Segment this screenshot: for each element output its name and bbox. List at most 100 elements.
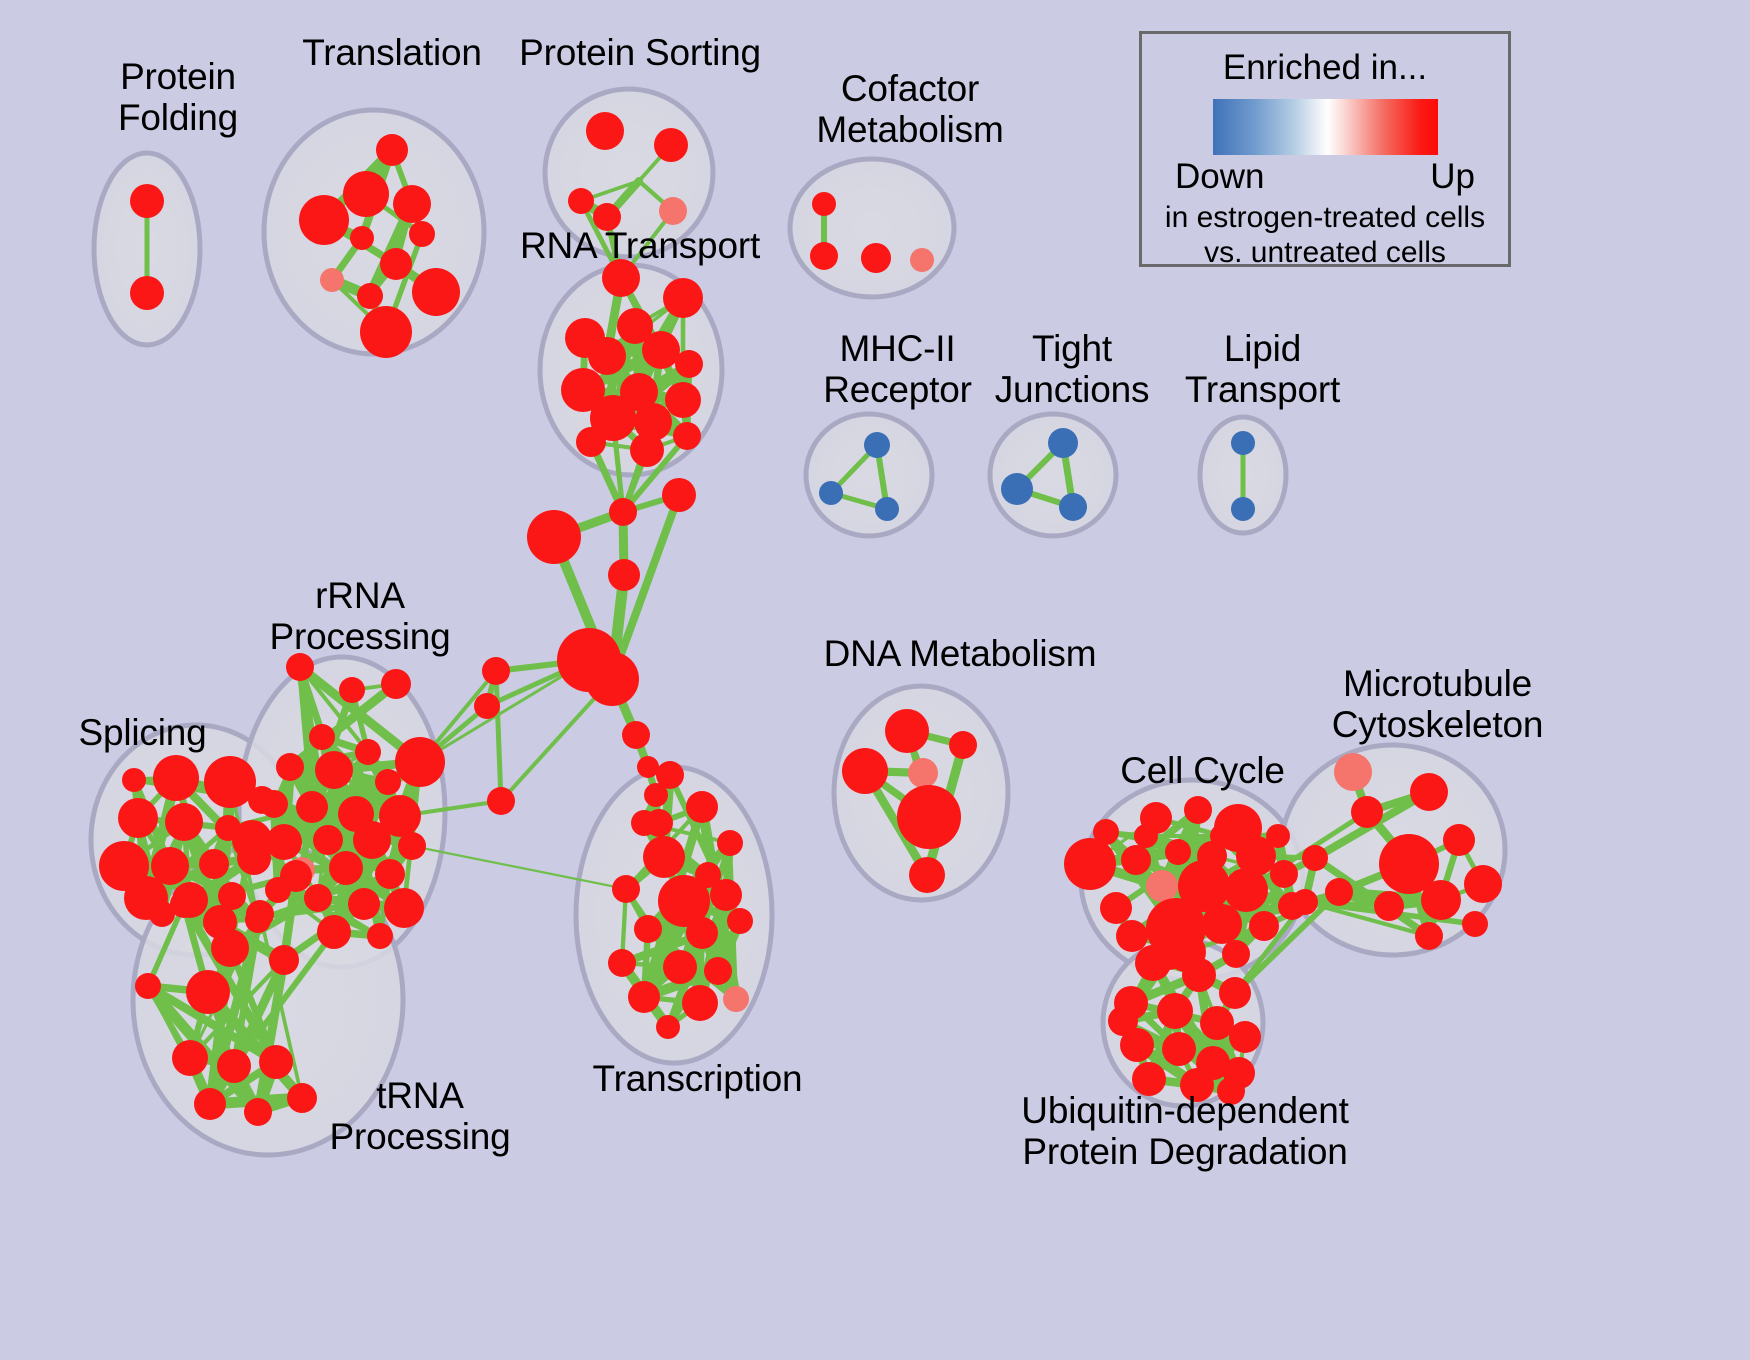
network-node-rrna-processing	[313, 825, 343, 855]
cluster-label-dna-metabolism: DNA Metabolism	[823, 633, 1097, 674]
network-node-tight-junctions	[1001, 473, 1033, 505]
network-edge	[145, 901, 187, 989]
network-node-rna-transport	[665, 382, 701, 418]
network-node-transcription	[634, 915, 662, 943]
network-node-rrna-processing	[315, 751, 353, 789]
network-edge	[1232, 889, 1342, 996]
network-node-protein-sorting	[568, 188, 594, 214]
network-edge	[620, 433, 690, 515]
network-edge	[187, 957, 287, 1061]
network-node-splicing	[153, 755, 199, 801]
network-node-rrna-processing	[384, 888, 424, 928]
network-node-protein-folding	[130, 276, 164, 310]
network-node-translation	[380, 248, 412, 280]
network-node-trna-processing	[194, 1088, 226, 1120]
network-node-transcription	[612, 875, 640, 903]
network-node-microtubule-cytoskeleton	[1302, 845, 1328, 871]
network-edge	[499, 677, 614, 803]
network-node-transcription	[717, 830, 743, 856]
network-node-transcription	[727, 908, 753, 934]
network-edge	[618, 917, 744, 967]
network-node	[527, 510, 581, 564]
network-node-rna-transport	[602, 259, 640, 297]
network-node-rrna-processing	[339, 677, 365, 703]
network-node-translation	[409, 221, 435, 247]
network-node-splicing	[118, 798, 158, 838]
network-node-ubiquitin-protein-degradation	[1154, 940, 1184, 970]
network-node-cell-cycle	[1121, 845, 1151, 875]
network-node-transcription	[631, 810, 657, 836]
network-node-splicing	[165, 803, 203, 841]
cluster-label-trna-processing: tRNA Processing	[329, 1075, 511, 1158]
cluster-label-ubiquitin-protein-degradation: Ubiquitin-dependent Protein Degradation	[1021, 1090, 1349, 1173]
network-node-microtubule-cytoskeleton	[1421, 880, 1461, 920]
network-node	[637, 756, 659, 778]
network-node-dna-metabolism	[949, 731, 977, 759]
network-node-cofactor-metabolism	[810, 242, 838, 270]
network-node-cell-cycle	[1165, 839, 1191, 865]
network-node-rna-transport	[642, 331, 680, 369]
network-node-microtubule-cytoskeleton	[1325, 878, 1353, 906]
network-node-rrna-processing	[260, 790, 288, 818]
network-node-translation	[360, 306, 412, 358]
network-node	[662, 478, 696, 512]
legend-caption-line1: in estrogen-treated cells	[1164, 201, 1486, 234]
network-node-translation	[299, 195, 349, 245]
cluster-label-mhc-ii-receptor: MHC-II Receptor	[823, 328, 972, 411]
network-node-tight-junctions	[1059, 493, 1087, 521]
network-node-protein-folding	[130, 184, 164, 218]
cluster-label-translation: Translation	[302, 32, 482, 73]
network-edge	[229, 955, 289, 1071]
network-node-transcription	[658, 875, 710, 927]
network-node-cell-cycle	[1093, 819, 1119, 845]
network-edge	[418, 658, 591, 764]
network-node-protein-sorting	[586, 112, 624, 150]
network-node-rna-transport	[576, 427, 606, 457]
network-node-rrna-processing	[348, 888, 380, 920]
network-node	[644, 783, 668, 807]
network-node-trna-processing	[211, 929, 249, 967]
network-node-microtubule-cytoskeleton	[1464, 865, 1502, 903]
network-node-cell-cycle	[1146, 870, 1178, 902]
cluster-label-splicing: Splicing	[78, 712, 207, 753]
network-node-rna-transport	[673, 422, 701, 450]
network-node-cell-cycle	[1116, 920, 1148, 952]
network-node-mhc-ii-receptor	[864, 432, 890, 458]
network-node	[482, 657, 510, 685]
legend-low-label: Down	[1175, 157, 1265, 196]
network-node-rrna-processing	[395, 737, 445, 787]
network-node-transcription	[704, 957, 732, 985]
network-node-translation	[357, 283, 383, 309]
network-node-protein-sorting	[593, 203, 621, 231]
network-node-microtubule-cytoskeleton	[1379, 834, 1439, 894]
network-node-cell-cycle	[1222, 940, 1250, 968]
network-node-rrna-processing	[381, 669, 411, 699]
network-node-microtubule-cytoskeleton	[1415, 922, 1443, 950]
legend-color-gradient-bar	[1212, 99, 1438, 155]
network-node-microtubule-cytoskeleton	[1334, 753, 1372, 791]
network-node-ubiquitin-protein-degradation	[1200, 1006, 1234, 1040]
cluster-label-cofactor-metabolism: Cofactor Metabolism	[816, 68, 1004, 151]
cluster-label-transcription: Transcription	[592, 1058, 803, 1099]
network-node-rna-transport	[663, 278, 703, 318]
cluster-label-rrna-processing: rRNA Processing	[269, 575, 451, 658]
network-node-translation	[376, 134, 408, 166]
network-node-ubiquitin-protein-degradation	[1132, 1062, 1166, 1096]
network-node-rrna-processing	[353, 821, 391, 859]
network-node-protein-sorting	[654, 128, 688, 162]
network-node-cell-cycle	[1064, 838, 1116, 890]
network-node-cell-cycle	[1270, 860, 1298, 888]
network-node-transcription	[710, 879, 742, 911]
network-node-splicing	[204, 756, 256, 808]
network-node-trna-processing	[172, 1040, 208, 1076]
cluster-label-protein-sorting: Protein Sorting	[519, 32, 761, 73]
network-node-protein-sorting	[659, 197, 687, 225]
network-node-rna-transport	[675, 350, 703, 378]
network-node-rna-transport	[561, 368, 605, 412]
network-node-rrna-processing	[375, 859, 405, 889]
legend-title: Enriched in...	[1222, 48, 1428, 87]
network-node-trna-processing	[259, 1045, 293, 1079]
network-node-trna-processing	[287, 1083, 317, 1113]
network-edge	[493, 668, 504, 804]
